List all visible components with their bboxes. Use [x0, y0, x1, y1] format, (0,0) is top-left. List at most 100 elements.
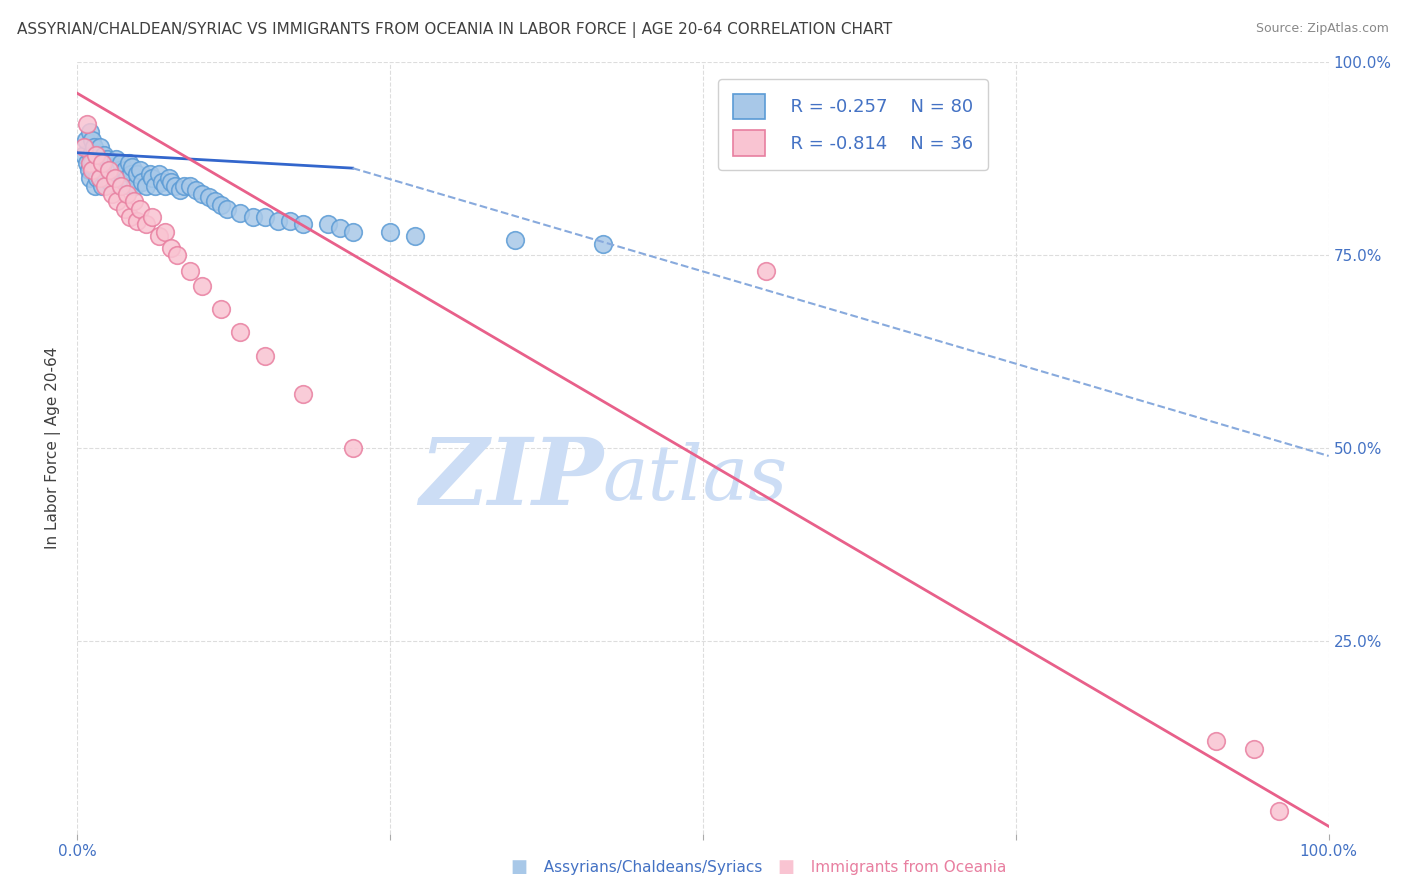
Point — [153, 225, 176, 239]
Point — [117, 186, 139, 201]
Point — [592, 236, 614, 251]
Point — [135, 218, 157, 232]
Point — [342, 441, 364, 455]
Point — [160, 175, 183, 189]
Point — [110, 178, 132, 193]
Text: ASSYRIAN/CHALDEAN/SYRIAC VS IMMIGRANTS FROM OCEANIA IN LABOR FORCE | AGE 20-64 C: ASSYRIAN/CHALDEAN/SYRIAC VS IMMIGRANTS F… — [17, 22, 893, 38]
Point — [166, 248, 188, 262]
Point — [79, 125, 101, 139]
Point — [179, 264, 201, 278]
Point — [163, 178, 186, 193]
Point — [82, 163, 104, 178]
Point — [135, 178, 157, 193]
Point — [98, 175, 121, 189]
Point — [191, 279, 214, 293]
Point — [105, 152, 128, 166]
Text: Assyrians/Chaldeans/Syriacs: Assyrians/Chaldeans/Syriacs — [534, 860, 762, 874]
Point — [404, 229, 426, 244]
Point — [229, 326, 252, 340]
Point — [503, 233, 526, 247]
Point — [118, 178, 141, 193]
Point — [108, 178, 131, 193]
Point — [100, 155, 122, 169]
Text: ■: ■ — [510, 858, 527, 876]
Point — [129, 202, 152, 216]
Point — [94, 178, 117, 193]
Point — [110, 155, 132, 169]
Point — [141, 210, 163, 224]
Point — [80, 148, 103, 162]
Point — [129, 163, 152, 178]
Point — [83, 178, 105, 193]
Point — [91, 155, 114, 169]
Point — [173, 178, 195, 193]
Point — [291, 387, 314, 401]
Point — [117, 171, 139, 186]
Point — [82, 155, 104, 169]
Point — [278, 213, 301, 227]
Point — [157, 171, 180, 186]
Point — [204, 194, 226, 209]
Point — [114, 202, 136, 216]
Point — [139, 167, 162, 181]
Point — [87, 160, 110, 174]
Point — [342, 225, 364, 239]
Point — [97, 163, 120, 178]
Point — [141, 171, 163, 186]
Point — [754, 264, 776, 278]
Point — [378, 225, 402, 239]
Point — [1267, 804, 1289, 818]
Text: ZIP: ZIP — [419, 434, 603, 524]
Point — [1205, 734, 1227, 748]
Point — [152, 175, 174, 189]
Point — [316, 218, 339, 232]
Point — [209, 198, 232, 212]
Point — [291, 218, 314, 232]
Point — [253, 210, 276, 224]
Point — [84, 148, 107, 162]
Point — [97, 163, 120, 178]
Point — [329, 221, 352, 235]
Point — [83, 163, 105, 178]
Point — [89, 140, 111, 154]
Point — [122, 194, 145, 209]
Point — [76, 117, 98, 131]
Point — [107, 163, 129, 178]
Point — [112, 175, 135, 189]
Point — [197, 190, 219, 204]
Point — [120, 167, 142, 181]
Y-axis label: In Labor Force | Age 20-64: In Labor Force | Age 20-64 — [45, 347, 62, 549]
Point — [127, 167, 149, 181]
Point — [82, 132, 104, 146]
Point — [217, 202, 239, 216]
Point — [117, 155, 139, 169]
Point — [77, 163, 100, 178]
Text: Immigrants from Oceania: Immigrants from Oceania — [801, 860, 1007, 874]
Point — [72, 140, 94, 154]
Point — [131, 175, 153, 189]
Point — [84, 148, 107, 162]
Point — [76, 155, 98, 169]
Point — [124, 178, 146, 193]
Point — [209, 302, 232, 317]
Point — [105, 194, 128, 209]
Point — [111, 167, 134, 181]
Point — [75, 132, 97, 146]
Point — [118, 210, 141, 224]
Point — [114, 163, 136, 178]
Point — [148, 229, 170, 244]
Point — [72, 148, 94, 162]
Point — [94, 171, 117, 186]
Point — [105, 171, 128, 186]
Text: ■: ■ — [778, 858, 794, 876]
Point — [83, 140, 105, 154]
Point — [153, 178, 176, 193]
Point — [1243, 742, 1265, 756]
Point — [127, 213, 149, 227]
Point — [79, 155, 101, 169]
Point — [186, 183, 208, 197]
Point — [266, 213, 288, 227]
Point — [96, 152, 118, 166]
Point — [101, 167, 124, 181]
Text: atlas: atlas — [603, 442, 789, 516]
